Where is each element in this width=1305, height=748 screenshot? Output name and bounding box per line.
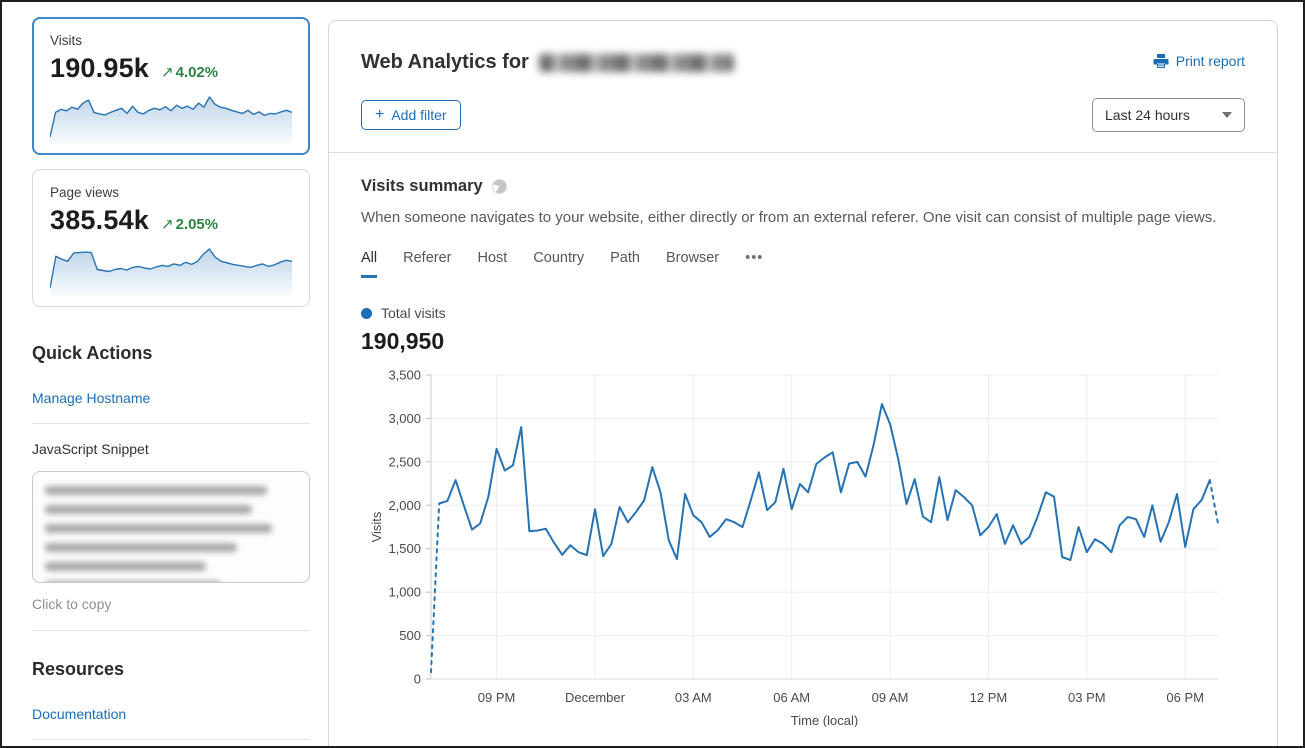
svg-text:3,000: 3,000 [388, 411, 421, 426]
visits-summary-title: Visits summary [361, 177, 483, 195]
javascript-snippet-label: JavaScript Snippet [32, 441, 149, 457]
visits-sparkline [50, 96, 292, 144]
svg-text:0: 0 [414, 672, 421, 687]
redacted-domain [538, 53, 734, 72]
manage-hostname-link[interactable]: Manage Hostname [32, 390, 310, 424]
visits-card-value: 190.95k [50, 53, 149, 83]
pageviews-card-trend: ↗ 2.05% [161, 216, 219, 233]
panel-header: Web Analytics for Print report + [329, 21, 1277, 152]
visits-chart: 0 500 1,000 1,500 2,000 2,500 3,000 3,500 09 PM D… [361, 367, 1245, 727]
print-report-link[interactable]: Print report [1153, 53, 1245, 69]
click-to-copy-hint: Click to copy [32, 596, 310, 631]
sidebar: Visits 190.95k ↗ 4.02% Page views 385.54k… [32, 17, 310, 740]
svg-text:Time (local): Time (local) [791, 713, 858, 727]
svg-text:December: December [565, 690, 626, 705]
redacted-code-line [45, 524, 272, 533]
quick-actions-heading: Quick Actions [32, 343, 153, 363]
svg-text:06 PM: 06 PM [1166, 690, 1204, 705]
time-range-select[interactable]: Last 24 hours [1092, 98, 1245, 132]
tab-all[interactable]: All [361, 250, 378, 278]
svg-text:03 PM: 03 PM [1068, 690, 1106, 705]
svg-text:3,500: 3,500 [388, 368, 421, 383]
visits-card-trend: ↗ 4.02% [161, 64, 219, 81]
visits-card-label: Visits [50, 33, 83, 48]
add-filter-button[interactable]: + Add filter [361, 100, 461, 130]
svg-text:06 AM: 06 AM [773, 690, 810, 705]
main-panel: Web Analytics for Print report + [328, 20, 1278, 746]
legend-dot-icon [361, 307, 372, 319]
tab-country[interactable]: Country [533, 250, 585, 266]
svg-text:09 PM: 09 PM [478, 690, 516, 705]
javascript-snippet-box[interactable] [32, 471, 310, 583]
pageviews-sparkline [50, 248, 292, 296]
visits-metric-card[interactable]: Visits 190.95k ↗ 4.02% [32, 17, 310, 155]
pageviews-card-value: 385.54k [50, 205, 149, 235]
pageviews-card-label: Page views [50, 185, 120, 200]
visits-summary-section: Visits summary When someone navigates to… [329, 153, 1277, 746]
total-visits-value: 190,950 [361, 328, 445, 354]
svg-text:1,000: 1,000 [388, 585, 421, 600]
redacted-code-line [45, 543, 237, 552]
tab-browser[interactable]: Browser [665, 250, 720, 266]
visits-summary-description: When someone navigates to your website, … [361, 209, 1217, 226]
tab-host[interactable]: Host [477, 250, 508, 266]
redacted-code-line [45, 486, 267, 495]
chevron-down-icon [1222, 112, 1232, 118]
redacted-code-line [45, 505, 252, 514]
legend-label: Total visits [381, 305, 446, 321]
trend-up-icon: ↗ [161, 216, 174, 233]
resources-heading: Resources [32, 659, 125, 679]
tab-path[interactable]: Path [610, 250, 640, 266]
svg-text:2,500: 2,500 [388, 454, 421, 469]
svg-text:Visits: Visits [369, 511, 384, 542]
header-divider [329, 152, 1277, 153]
plus-icon: + [375, 106, 385, 123]
tab-referer[interactable]: Referer [403, 250, 452, 266]
dimension-tabs: All Referer Host Country Path Browser ••… [361, 250, 1245, 278]
svg-text:1,500: 1,500 [388, 541, 421, 556]
redacted-code-line [45, 562, 207, 571]
help-icon[interactable] [491, 179, 507, 194]
svg-text:09 AM: 09 AM [872, 690, 909, 705]
documentation-link[interactable]: Documentation [32, 706, 310, 740]
chart-legend: Total visits [361, 305, 1245, 321]
tabs-more-button[interactable]: ••• [745, 250, 764, 266]
printer-icon [1153, 54, 1169, 68]
visits-chart-svg: 0 500 1,000 1,500 2,000 2,500 3,000 3,500 09 PM D… [369, 368, 1219, 727]
trend-up-icon: ↗ [161, 64, 174, 81]
svg-text:03 AM: 03 AM [675, 690, 712, 705]
svg-text:500: 500 [399, 628, 421, 643]
redacted-code-line [45, 581, 222, 582]
svg-text:2,000: 2,000 [388, 498, 421, 513]
page-title: Web Analytics for [361, 51, 734, 74]
svg-text:12 PM: 12 PM [970, 690, 1008, 705]
pageviews-metric-card[interactable]: Page views 385.54k ↗ 2.05% [32, 169, 310, 307]
